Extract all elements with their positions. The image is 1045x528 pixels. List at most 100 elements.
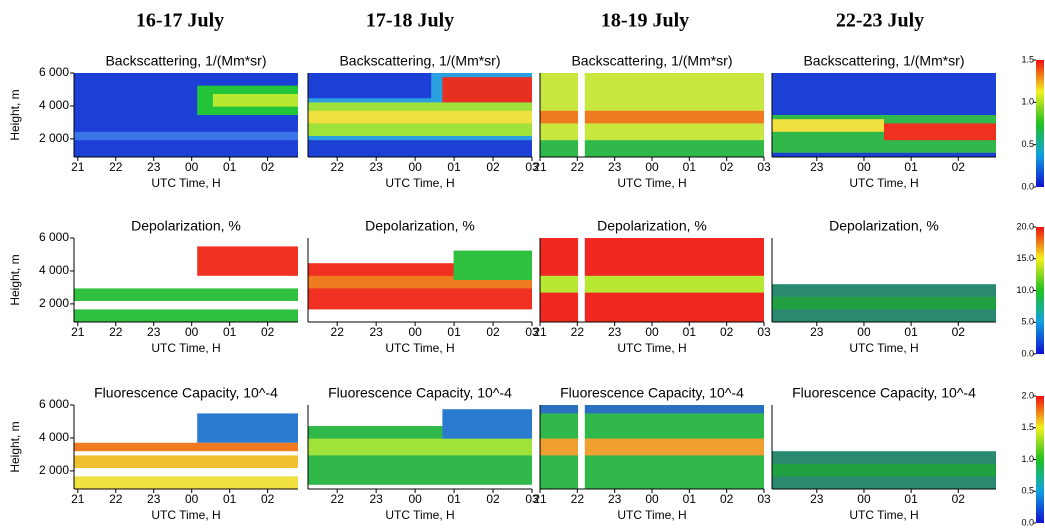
- x-axis-label: UTC Time, H: [385, 341, 454, 355]
- panel-title: Backscattering, 1/(Mm*sr): [803, 53, 964, 69]
- x-tick-label: 22: [109, 325, 123, 339]
- column-title: 18-19 July: [601, 10, 689, 32]
- x-tick-label: 01: [683, 160, 697, 174]
- x-tick-label: 02: [720, 492, 734, 506]
- x-tick-label: 00: [857, 160, 871, 174]
- x-tick-label: 02: [720, 325, 734, 339]
- heatmap-region: [578, 73, 585, 157]
- x-tick-label: 01: [904, 160, 918, 174]
- x-tick-label: 02: [486, 492, 500, 506]
- x-tick-label: 23: [147, 492, 161, 506]
- y-tick-label: 2 000: [39, 463, 69, 477]
- x-tick-label: 00: [408, 492, 422, 506]
- heatmap-region: [540, 438, 764, 456]
- x-tick-label: 03: [525, 325, 539, 339]
- heatmap-region: [197, 246, 298, 276]
- x-tick-label: 02: [720, 160, 734, 174]
- y-tick-label: 6 000: [39, 65, 69, 79]
- panel-title: Depolarization, %: [829, 218, 939, 234]
- colorbar: [1036, 227, 1044, 354]
- x-tick-label: 21: [71, 492, 85, 506]
- column-title: 22-23 July: [836, 10, 924, 32]
- colorbar: [1036, 60, 1044, 187]
- x-tick-label: 00: [645, 160, 659, 174]
- x-tick-label: 21: [71, 160, 85, 174]
- colorbar-tick-label: 20.0: [1016, 221, 1034, 231]
- heatmap-region: [308, 438, 532, 456]
- heatmap-region: [74, 288, 298, 301]
- column-title: 17-18 July: [366, 10, 454, 32]
- x-tick-label: 00: [645, 325, 659, 339]
- heatmap-region: [442, 77, 532, 103]
- x-tick-label: 23: [369, 160, 383, 174]
- heatmap-region: [74, 309, 298, 322]
- panel-title: Backscattering, 1/(Mm*sr): [571, 53, 732, 69]
- x-tick-label: 02: [952, 492, 966, 506]
- x-tick-label: 23: [810, 325, 824, 339]
- x-tick-label: 03: [757, 160, 771, 174]
- heatmap-region: [540, 275, 764, 293]
- colorbar-tick-label: 1.0: [1021, 454, 1034, 464]
- x-tick-label: 00: [185, 160, 199, 174]
- x-tick-label: 22: [571, 160, 585, 174]
- x-tick-label: 21: [533, 492, 547, 506]
- x-tick-label: 22: [109, 160, 123, 174]
- x-tick-label: 23: [369, 492, 383, 506]
- x-tick-label: 00: [185, 325, 199, 339]
- x-tick-label: 02: [486, 160, 500, 174]
- colorbar-tick-label: 1.5: [1021, 54, 1034, 64]
- heatmap-region: [578, 238, 585, 322]
- x-tick-label: 21: [533, 160, 547, 174]
- x-tick-label: 23: [608, 325, 622, 339]
- x-tick-label: 02: [952, 160, 966, 174]
- x-axis-label: UTC Time, H: [849, 341, 918, 355]
- x-tick-label: 22: [571, 325, 585, 339]
- x-tick-label: 23: [608, 492, 622, 506]
- heatmap-region: [578, 405, 585, 489]
- x-tick-label: 01: [904, 492, 918, 506]
- x-tick-label: 21: [533, 325, 547, 339]
- colorbar-tick-label: 0.0: [1021, 348, 1034, 358]
- x-axis-label: UTC Time, H: [849, 508, 918, 522]
- panel-title: Fluorescence Capacity, 10^-4: [792, 385, 976, 401]
- panel-title: Depolarization, %: [597, 218, 707, 234]
- x-tick-label: 00: [185, 492, 199, 506]
- heatmap-region: [540, 110, 764, 124]
- colorbar-tick-label: 1.0: [1021, 97, 1034, 107]
- heatmap-region: [540, 140, 764, 157]
- y-tick-label: 4 000: [39, 430, 69, 444]
- heatmap-region: [197, 413, 298, 443]
- x-tick-label: 23: [810, 160, 824, 174]
- heatmap-region: [74, 476, 298, 489]
- x-tick-label: 23: [608, 160, 622, 174]
- panel-title: Fluorescence Capacity, 10^-4: [560, 385, 744, 401]
- heatmap-region: [453, 250, 532, 280]
- heatmap-region: [442, 409, 532, 439]
- heatmap-region: [308, 140, 532, 157]
- x-axis-label: UTC Time, H: [617, 508, 686, 522]
- colorbar-tick-label: 10.0: [1016, 285, 1034, 295]
- y-tick-label: 4 000: [39, 263, 69, 277]
- x-tick-label: 02: [486, 325, 500, 339]
- x-tick-label: 01: [223, 325, 237, 339]
- x-axis-label: UTC Time, H: [617, 176, 686, 190]
- x-tick-label: 22: [109, 492, 123, 506]
- colorbar-tick-label: 1.5: [1021, 422, 1034, 432]
- panel-title: Depolarization, %: [365, 218, 475, 234]
- x-axis-label: UTC Time, H: [151, 508, 220, 522]
- x-tick-label: 00: [857, 325, 871, 339]
- x-axis-label: UTC Time, H: [385, 508, 454, 522]
- panel-title: Backscattering, 1/(Mm*sr): [339, 53, 500, 69]
- colorbar-tick-label: 0.5: [1021, 139, 1034, 149]
- x-tick-label: 22: [331, 325, 345, 339]
- x-tick-label: 03: [757, 492, 771, 506]
- x-tick-label: 23: [147, 160, 161, 174]
- panel-title: Backscattering, 1/(Mm*sr): [105, 53, 266, 69]
- x-tick-label: 02: [261, 325, 275, 339]
- x-tick-label: 23: [369, 325, 383, 339]
- heatmap-region: [74, 455, 298, 468]
- y-tick-label: 4 000: [39, 98, 69, 112]
- colorbar-tick-label: 15.0: [1016, 253, 1034, 263]
- x-tick-label: 03: [525, 160, 539, 174]
- x-axis-label: UTC Time, H: [385, 176, 454, 190]
